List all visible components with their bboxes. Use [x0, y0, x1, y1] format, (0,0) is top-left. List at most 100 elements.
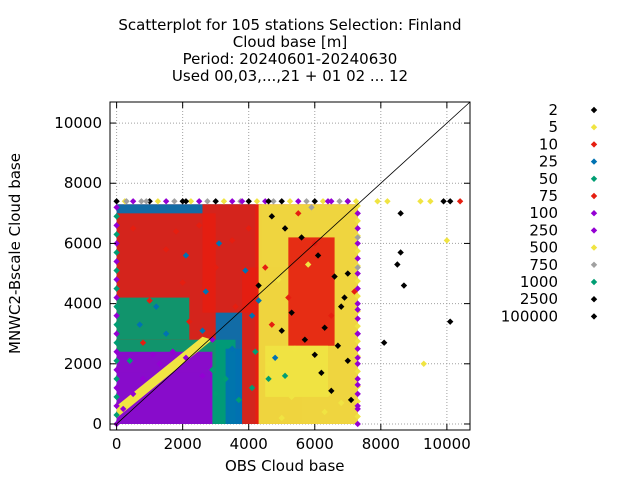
data-point	[336, 198, 343, 205]
legend-label: 100	[529, 204, 558, 222]
data-point-2	[400, 282, 408, 289]
chart-title-line-4: Used 00,03,...,21 + 01 02 ... 12	[171, 67, 409, 85]
data-point-2	[268, 213, 276, 220]
legend-label: 250	[529, 221, 558, 239]
data-point	[354, 338, 361, 345]
data-point-10	[328, 312, 335, 319]
legend-label: 100000	[501, 307, 558, 325]
data-point-50	[252, 348, 259, 355]
data-point-10	[172, 228, 180, 235]
data-point	[113, 366, 120, 374]
data-point-2	[281, 225, 289, 232]
data-point	[113, 384, 120, 392]
data-point	[220, 198, 228, 205]
y-tick-label: 8000	[64, 174, 102, 192]
data-point-250	[324, 198, 332, 205]
data-point-25	[255, 297, 262, 304]
data-point-10	[139, 339, 147, 346]
x-axis-label: OBS Cloud base	[225, 457, 345, 475]
data-point	[245, 198, 252, 205]
data-point-250	[238, 198, 246, 205]
legend-marker	[590, 175, 598, 182]
x-tick-label: 8000	[362, 435, 400, 453]
data-point-2	[341, 294, 348, 301]
point-cloud-5	[116, 336, 213, 418]
x-tick-label: 4000	[230, 435, 268, 453]
data-point-25	[182, 252, 190, 259]
data-point-250	[354, 381, 361, 389]
data-point	[354, 255, 361, 262]
data-point-2	[331, 273, 338, 280]
y-axis-label: MNWC2-Bscale Cloud base	[6, 153, 24, 354]
data-point-2	[265, 198, 272, 205]
data-point-50	[209, 366, 216, 374]
data-point-250	[199, 372, 206, 380]
legend-marker	[590, 158, 598, 165]
data-point-50	[235, 396, 243, 404]
data-point-250	[354, 306, 361, 313]
data-point-2	[380, 339, 388, 346]
data-point-2	[298, 234, 305, 241]
data-point-10	[351, 288, 358, 295]
data-point-25	[229, 345, 236, 352]
data-point-50	[222, 375, 229, 383]
y-tick-label: 10000	[54, 114, 102, 132]
data-point-5	[384, 198, 391, 205]
legend-marker	[590, 141, 598, 148]
data-point-10	[295, 210, 302, 217]
data-point-2	[318, 369, 325, 377]
data-point-10	[162, 246, 170, 253]
data-point-5	[265, 360, 272, 367]
data-point	[278, 198, 285, 205]
data-point-750	[354, 264, 361, 271]
data-point	[354, 217, 361, 225]
data-point-2	[314, 252, 322, 259]
data-point-2	[446, 318, 454, 325]
legend-label: 2	[548, 101, 558, 119]
data-point-50	[265, 375, 272, 383]
data-point-2	[337, 303, 345, 310]
data-point-2	[311, 351, 318, 358]
data-point	[113, 240, 120, 247]
x-tick-label: 10000	[423, 435, 471, 453]
data-point	[295, 198, 302, 205]
data-point	[354, 277, 361, 285]
data-point	[354, 360, 361, 367]
data-point-250	[120, 405, 127, 413]
data-point-5	[417, 198, 424, 205]
data-point	[354, 292, 361, 300]
data-point-250	[354, 330, 361, 337]
data-point	[229, 198, 236, 205]
data-point-2	[321, 324, 328, 331]
data-point-5	[278, 414, 285, 422]
data-point-5	[288, 393, 295, 401]
data-point-250	[149, 351, 157, 358]
data-point	[179, 198, 186, 205]
legend-label: 50	[539, 170, 558, 188]
data-point	[154, 198, 162, 205]
data-point-2	[397, 210, 404, 217]
data-point-50	[248, 384, 256, 392]
data-point	[113, 339, 120, 346]
data-point-5	[321, 408, 328, 416]
data-point	[354, 413, 361, 420]
data-point	[262, 198, 269, 205]
data-point	[354, 375, 361, 383]
data-point	[113, 231, 120, 238]
data-point-250	[139, 375, 147, 383]
data-point	[113, 285, 120, 292]
data-point-2	[255, 282, 262, 289]
legend-marker	[590, 296, 598, 303]
data-point	[113, 393, 120, 401]
legend-label: 2500	[520, 290, 558, 308]
legend-label: 10	[539, 135, 558, 153]
data-point-5	[337, 399, 345, 407]
data-point	[162, 198, 170, 205]
data-point-2	[334, 342, 342, 349]
data-point-25	[248, 312, 256, 319]
data-point-2	[301, 336, 309, 343]
data-point	[319, 198, 327, 205]
data-point	[113, 312, 120, 319]
data-point-750	[143, 198, 150, 205]
data-point	[113, 411, 120, 419]
